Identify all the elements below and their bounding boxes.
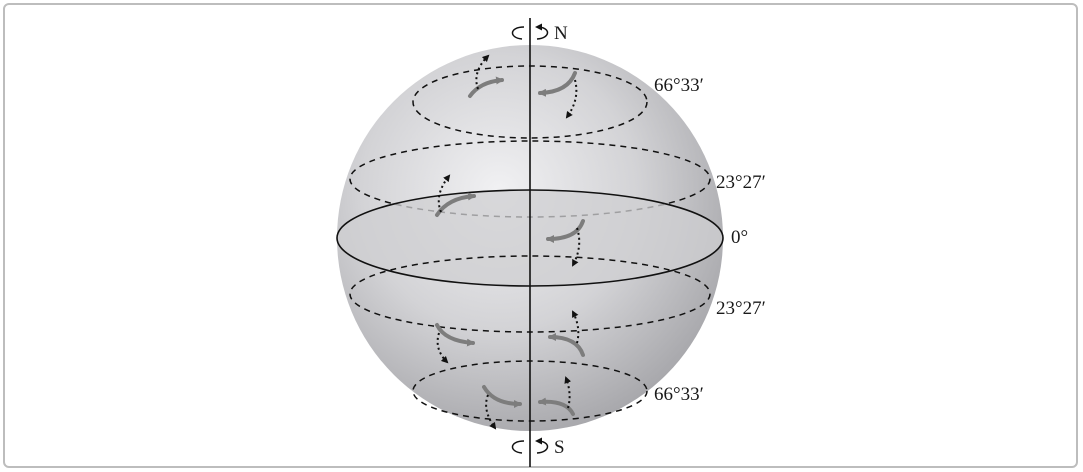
westerly-sh-arrows xyxy=(435,323,475,364)
south-rotation-icon xyxy=(511,437,549,454)
polar-easterly-sh-arrows xyxy=(482,376,575,430)
south-pole-label: S xyxy=(554,437,565,458)
arctic-circle-label: 66°33′ xyxy=(654,75,704,96)
antarctic-circle-label: 66°33′ xyxy=(654,384,704,405)
polar-easterly-nh-arrows xyxy=(468,54,578,119)
trade-wind-sh-arrows xyxy=(548,310,585,357)
tropic-of-cancer-label: 23°27′ xyxy=(716,172,766,193)
tropic-of-capricorn-label: 23°27′ xyxy=(716,298,766,319)
trade-wind-nh-arrows xyxy=(546,219,585,267)
equator-label: 0° xyxy=(731,227,748,248)
north-rotation-icon xyxy=(511,23,549,40)
westerly-nh-arrows xyxy=(435,174,476,217)
north-pole-label: N xyxy=(554,23,568,44)
